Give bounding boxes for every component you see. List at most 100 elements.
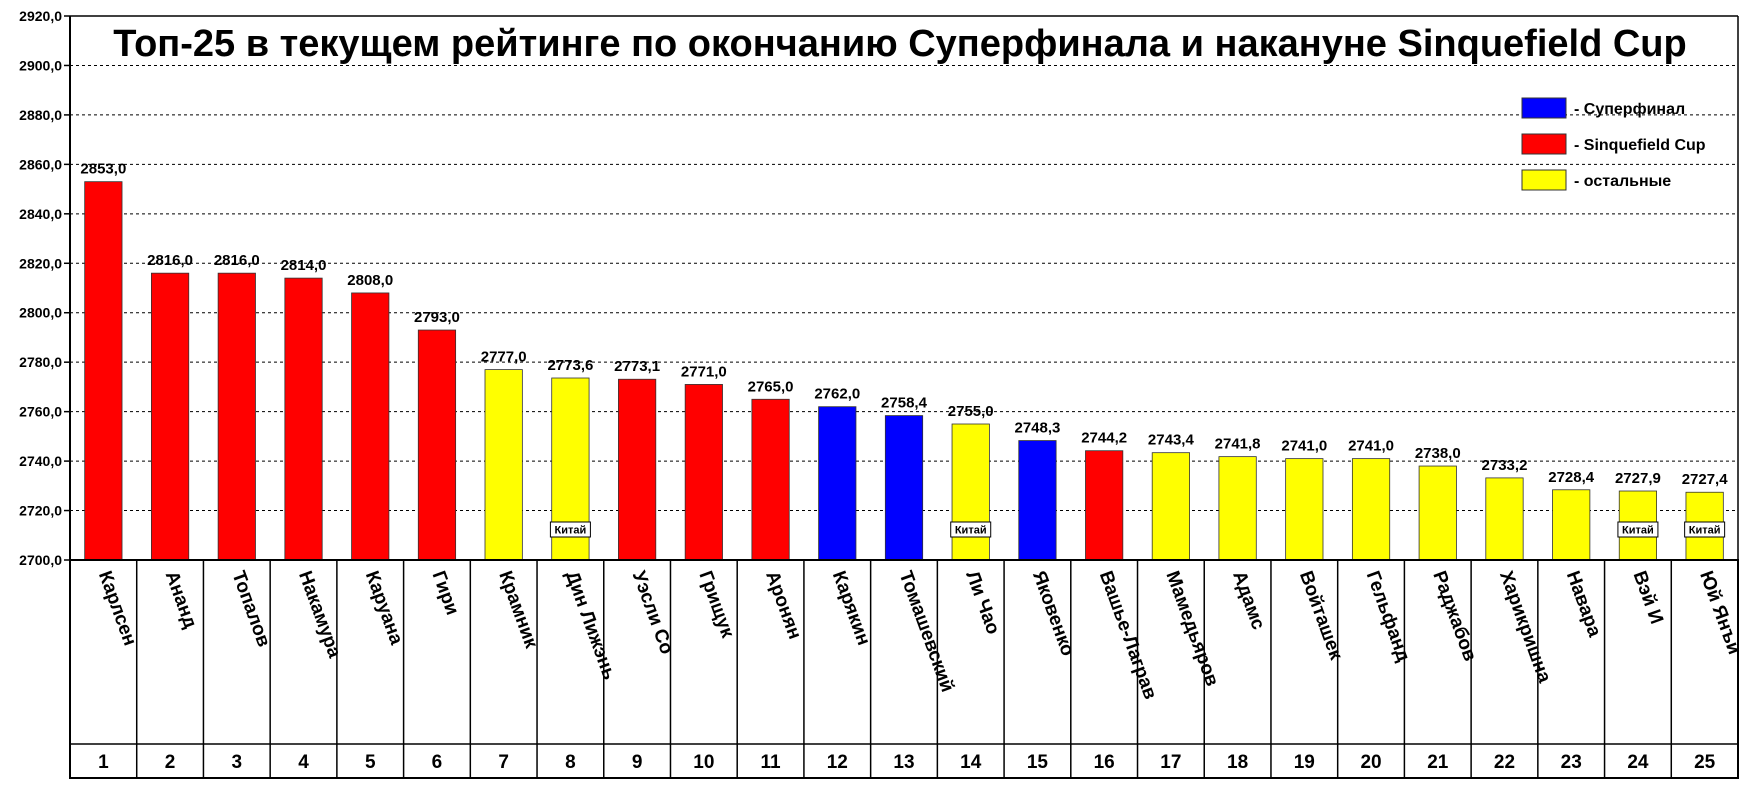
value-labels: 2853,0 2816,0 2816,0 2814,0 2808,0 2793,0 2777… [80,161,1729,538]
china-tag-box [950,521,992,538]
player-table: Карлсен1Ананд2Топалов3Накамура4Каруана5Г… [69,559,1742,779]
player-rank: 5 [365,752,376,773]
data-label: 2773,6 [547,357,593,374]
player-rank: 2 [165,752,176,773]
legend-label: - остальные [1574,173,1671,190]
player-rank: 13 [893,752,914,773]
y-tick-label: 2760,0 [19,404,62,420]
player-name: Гири [428,568,463,618]
player-rank: 10 [693,752,714,773]
bar [951,423,990,561]
player-rank: 9 [632,752,643,773]
data-label: 2765,0 [748,378,794,395]
data-label: 2777,0 [481,349,527,366]
bar [1552,489,1591,561]
player-rank: 24 [1627,752,1649,773]
player-name: Ананд [161,568,201,631]
data-label: 2727,4 [1682,471,1729,488]
bar [150,272,190,561]
bar [1351,458,1391,561]
y-tick-label: 2800,0 [19,305,62,321]
player-name: Юй Янъи [1695,568,1742,657]
bar [284,277,323,561]
data-label: 2758,4 [881,395,928,412]
china-tag-label: Китай [1689,525,1721,537]
data-label: 2816,0 [214,252,260,269]
bar [417,329,457,561]
player-name: Карлсен [94,568,140,648]
china-tag-label: Китай [555,525,587,537]
player-name: Вэй И [1629,568,1667,627]
bar [84,181,123,561]
y-tick-label: 2720,0 [19,503,62,519]
player-name: Гельфанд [1362,568,1414,664]
bar [684,384,723,561]
player-name: Каруана [361,568,407,648]
data-label: 2741,8 [1215,436,1261,453]
bar [1218,456,1257,561]
data-label: 2728,4 [1548,469,1595,486]
player-rank: 11 [761,752,782,773]
player-rank: 15 [1027,752,1049,773]
china-tag: Китай [549,521,591,538]
china-tag: Китай [1617,521,1659,538]
player-rank: 3 [232,752,243,773]
data-label: 2738,0 [1415,445,1461,462]
player-rank: 17 [1160,752,1181,773]
y-tick-label: 2880,0 [19,107,62,123]
y-tick-label: 2820,0 [19,255,62,271]
bar [751,398,790,561]
player-rank: 6 [432,752,443,773]
legend: - Суперфинал - Sinquefield Cup - остальные [1521,97,1706,191]
y-tick-label: 2740,0 [19,453,62,469]
player-rank: 19 [1294,752,1315,773]
player-rank: 22 [1494,752,1515,773]
bar [884,415,924,561]
player-rank: 20 [1360,752,1381,773]
bar [1485,477,1524,561]
china-tag-box [1684,521,1726,538]
player-name: Грищук [694,568,738,641]
player-name: Войташек [1295,568,1347,663]
data-label: 2733,2 [1482,457,1528,474]
data-label: 2744,2 [1081,430,1127,447]
y-tick-label: 2700,0 [19,552,62,568]
player-name: Топалов [227,568,274,650]
player-name: Ли Чао [961,568,1003,637]
data-label: 2814,0 [281,257,327,274]
data-label: 2853,0 [80,161,126,178]
player-rank: 16 [1094,752,1115,773]
china-tag-box [1617,521,1659,538]
bar [484,369,523,561]
data-label: 2755,0 [948,403,994,420]
bar [217,272,256,561]
china-tag-box [549,521,591,538]
player-name: Крамник [494,568,541,651]
legend-swatch [1521,169,1567,191]
bar [1085,450,1124,561]
player-rank: 23 [1561,752,1582,773]
player-name: Раджабов [1428,568,1480,664]
y-tick-label: 2780,0 [19,354,62,370]
player-rank: 12 [827,752,848,773]
player-rank: 21 [1427,752,1449,773]
table-border [69,559,1739,779]
player-rank: 25 [1694,752,1716,773]
y-axis: 2700,0 2720,0 2740,0 2760,0 2780,0 2800,0 2820… [19,8,1739,568]
bar [351,292,390,561]
player-rank: 8 [565,752,576,773]
data-label: 2743,4 [1148,432,1195,449]
china-tag-label: Китай [955,525,987,537]
player-name: Навара [1562,568,1605,640]
bar [1285,458,1324,561]
player-rank: 14 [960,752,982,773]
bar [1018,440,1057,561]
player-rank: 7 [498,752,509,773]
player-name: Мамедьяров [1161,568,1222,689]
player-name: Томашевский [895,568,958,695]
player-rank: 18 [1227,752,1248,773]
china-tag: Китай [1684,521,1726,538]
data-label: 2741,0 [1348,438,1394,455]
y-tick-label: 2860,0 [19,156,62,172]
player-rank: 1 [98,752,109,773]
